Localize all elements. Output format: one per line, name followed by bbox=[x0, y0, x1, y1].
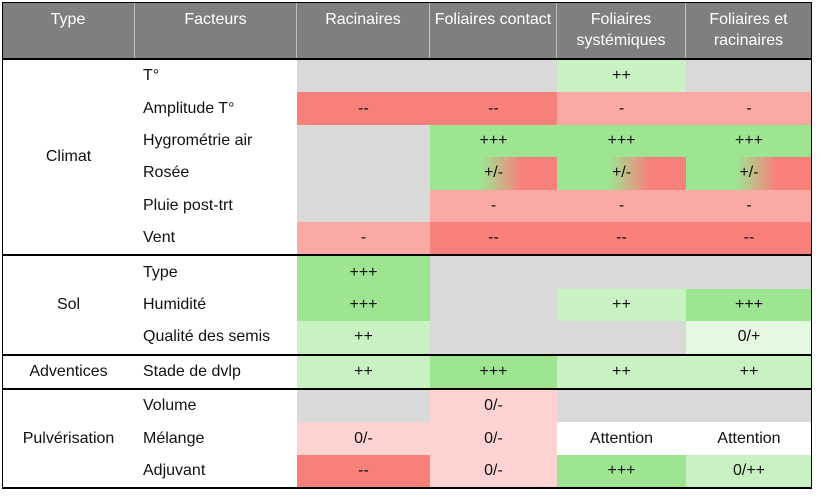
value-cell bbox=[430, 60, 557, 93]
value-cell: +++ bbox=[297, 288, 430, 322]
separator bbox=[2, 58, 812, 60]
value-cell: - bbox=[686, 92, 812, 125]
value-cell: +++ bbox=[686, 124, 812, 158]
value-cell: 0/- bbox=[430, 390, 557, 423]
value-cell: Attention bbox=[686, 422, 812, 455]
factor-cell: Volume bbox=[143, 397, 197, 415]
factor-cell: Adjuvant bbox=[143, 461, 206, 479]
value-cell: - bbox=[430, 189, 557, 222]
type-cell: Climat bbox=[45, 148, 92, 166]
value-cell: ++ bbox=[297, 321, 430, 354]
value-cell: 0/- bbox=[297, 422, 430, 455]
value-cell: ++ bbox=[686, 355, 812, 388]
value-cell: +/- bbox=[430, 157, 557, 190]
separator bbox=[2, 388, 812, 390]
value-cell: -- bbox=[297, 454, 430, 488]
value-cell: +++ bbox=[430, 124, 557, 158]
factor-cell: Hygrométrie air bbox=[143, 131, 253, 149]
factor-cell: Mélange bbox=[143, 429, 205, 447]
value-cell bbox=[557, 256, 686, 289]
factor-cell: Rosée bbox=[143, 164, 190, 182]
value-cell bbox=[686, 390, 812, 423]
type-cell: Adventices bbox=[29, 362, 108, 380]
border-top bbox=[2, 2, 812, 3]
border-left bbox=[2, 2, 3, 490]
factor-cell: T° bbox=[143, 67, 160, 85]
value-cell: -- bbox=[430, 92, 557, 125]
value-cell: 0/- bbox=[430, 422, 557, 455]
header-cell: Foliaires systémiques bbox=[557, 2, 686, 58]
value-cell bbox=[557, 321, 686, 354]
factor-cell: Amplitude T° bbox=[143, 99, 235, 117]
factor-cell: Pluie post-trt bbox=[143, 196, 233, 214]
value-cell: -- bbox=[557, 222, 686, 255]
header-cell: Foliaires et racinaires bbox=[686, 2, 812, 58]
header-cell: Foliaires contact bbox=[430, 2, 557, 58]
factor-cell: Humidité bbox=[143, 295, 207, 313]
value-cell: - bbox=[557, 189, 686, 222]
factor-cell: Qualité des semis bbox=[143, 328, 271, 346]
value-cell: +++ bbox=[557, 454, 686, 488]
value-cell bbox=[297, 124, 430, 158]
value-cell: +++ bbox=[686, 288, 812, 322]
value-cell: +/- bbox=[557, 157, 686, 190]
separator bbox=[2, 254, 812, 257]
value-cell bbox=[297, 60, 430, 93]
value-cell: +++ bbox=[430, 355, 557, 388]
type-cell: Sol bbox=[56, 295, 81, 313]
value-cell: -- bbox=[297, 92, 430, 125]
value-cell: - bbox=[297, 222, 430, 255]
value-cell bbox=[297, 390, 430, 423]
value-cell bbox=[557, 390, 686, 423]
header-cell: Facteurs bbox=[135, 2, 297, 58]
value-cell: ++ bbox=[557, 355, 686, 388]
value-cell bbox=[430, 321, 557, 354]
value-cell: -- bbox=[686, 222, 812, 255]
value-cell: ++ bbox=[557, 60, 686, 93]
value-cell: -- bbox=[430, 222, 557, 255]
factor-cell: Stade de dvlp bbox=[143, 362, 241, 380]
value-cell bbox=[686, 60, 812, 93]
value-cell: - bbox=[557, 92, 686, 125]
value-cell: 0/+ bbox=[686, 321, 812, 354]
value-cell: ++ bbox=[557, 288, 686, 322]
border-right bbox=[811, 2, 812, 490]
value-cell bbox=[430, 256, 557, 289]
value-cell bbox=[297, 157, 430, 190]
value-cell: Attention bbox=[557, 422, 686, 455]
header-cell: Racinaires bbox=[297, 2, 430, 58]
value-cell bbox=[430, 288, 557, 322]
factor-cell: Vent bbox=[143, 229, 176, 247]
value-cell: ++ bbox=[297, 355, 430, 388]
factor-cell: Type bbox=[143, 263, 178, 281]
value-cell: - bbox=[686, 189, 812, 222]
value-cell bbox=[686, 256, 812, 289]
value-cell bbox=[297, 189, 430, 222]
header-cell: Type bbox=[2, 2, 135, 58]
value-cell: +++ bbox=[297, 256, 430, 289]
type-cell: Pulvérisation bbox=[22, 429, 115, 447]
separator bbox=[2, 353, 812, 356]
value-cell: 0/- bbox=[430, 454, 557, 488]
value-cell: +/- bbox=[686, 157, 812, 190]
value-cell: 0/++ bbox=[686, 454, 812, 488]
separator bbox=[2, 487, 812, 490]
value-cell: +++ bbox=[557, 124, 686, 158]
